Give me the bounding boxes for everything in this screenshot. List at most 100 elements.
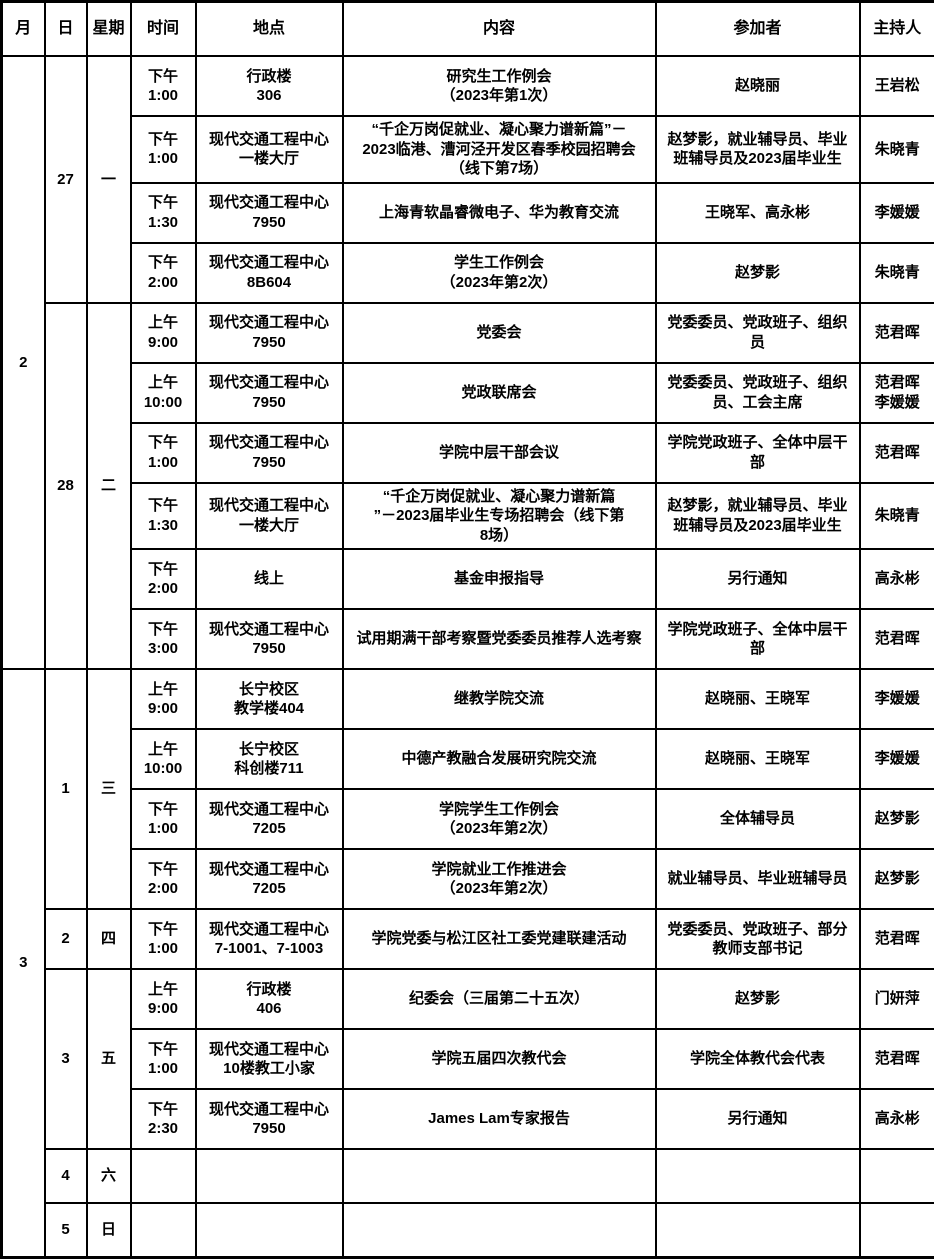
- host-cell: 赵梦影: [860, 849, 934, 909]
- table-row: 下午 2:30 现代交通工程中心 7950 James Lam专家报告 另行通知…: [2, 1089, 934, 1149]
- table-row: 4 六: [2, 1149, 934, 1203]
- table-row: 下午 1:00 现代交通工程中心 7205 学院学生工作例会 （2023年第2次…: [2, 789, 934, 849]
- day-cell: 4: [45, 1149, 87, 1203]
- location-cell: 现代交通工程中心 一楼大厅: [196, 116, 343, 183]
- host-cell: 范君晖: [860, 303, 934, 363]
- time-cell: [131, 1149, 196, 1203]
- day-cell: 3: [45, 969, 87, 1149]
- participants-cell: [656, 1203, 860, 1258]
- content-cell: 学生工作例会 （2023年第2次）: [343, 243, 656, 303]
- participants-cell: 就业辅导员、毕业班辅导员: [656, 849, 860, 909]
- table-row: 下午 2:00 现代交通工程中心 8B604 学生工作例会 （2023年第2次）…: [2, 243, 934, 303]
- header-cell-month: 月: [2, 2, 45, 57]
- weekday-cell: 三: [87, 669, 131, 909]
- time-cell: 下午 1:00: [131, 423, 196, 483]
- content-cell: 继教学院交流: [343, 669, 656, 729]
- participants-cell: 赵梦影: [656, 969, 860, 1029]
- header-cell-weekday: 星期: [87, 2, 131, 57]
- host-cell: 李媛媛: [860, 729, 934, 789]
- weekday-cell: 一: [87, 56, 131, 303]
- content-cell: 党政联席会: [343, 363, 656, 423]
- header-row: 月 日 星期 时间 地点 内容 参加者 主持人: [2, 2, 934, 57]
- table-row: 下午 1:30 现代交通工程中心 一楼大厅 “千企万岗促就业、凝心聚力谱新篇 ”…: [2, 483, 934, 550]
- participants-cell: 赵晓丽、王晓军: [656, 669, 860, 729]
- participants-cell: 党委委员、党政班子、组织 员、工会主席: [656, 363, 860, 423]
- time-cell: 上午 9:00: [131, 303, 196, 363]
- content-cell: “千企万岗促就业、凝心聚力谱新篇 ”－2023届毕业生专场招聘会（线下第 8场）: [343, 483, 656, 550]
- table-row: 2 四 下午 1:00 现代交通工程中心 7-1001、7-1003 学院党委与…: [2, 909, 934, 969]
- time-cell: 下午 1:30: [131, 183, 196, 243]
- time-cell: [131, 1203, 196, 1258]
- location-cell: 现代交通工程中心 10楼教工小家: [196, 1029, 343, 1089]
- location-cell: 行政楼 406: [196, 969, 343, 1029]
- location-cell: 行政楼 306: [196, 56, 343, 116]
- table-row: 下午 2:00 现代交通工程中心 7205 学院就业工作推进会 （2023年第2…: [2, 849, 934, 909]
- location-cell: 长宁校区 教学楼404: [196, 669, 343, 729]
- participants-cell: 学院党政班子、全体中层干 部: [656, 609, 860, 669]
- location-cell: 现代交通工程中心 7-1001、7-1003: [196, 909, 343, 969]
- host-cell: 朱晓青: [860, 243, 934, 303]
- participants-cell: 党委委员、党政班子、部分 教师支部书记: [656, 909, 860, 969]
- location-cell: 线上: [196, 549, 343, 609]
- time-cell: 下午 3:00: [131, 609, 196, 669]
- host-cell: 李媛媛: [860, 669, 934, 729]
- host-cell: [860, 1149, 934, 1203]
- weekday-cell: 二: [87, 303, 131, 670]
- participants-cell: 赵梦影，就业辅导员、毕业 班辅导员及2023届毕业生: [656, 483, 860, 550]
- content-cell: James Lam专家报告: [343, 1089, 656, 1149]
- host-cell: 范君晖: [860, 1029, 934, 1089]
- day-cell: 1: [45, 669, 87, 909]
- month-cell: 2: [2, 56, 45, 669]
- content-cell: 中德产教融合发展研究院交流: [343, 729, 656, 789]
- participants-cell: 党委委员、党政班子、组织 员: [656, 303, 860, 363]
- header-cell-location: 地点: [196, 2, 343, 57]
- participants-cell: [656, 1149, 860, 1203]
- time-cell: 下午 1:00: [131, 1029, 196, 1089]
- weekday-cell: 五: [87, 969, 131, 1149]
- time-cell: 下午 1:00: [131, 116, 196, 183]
- location-cell: 现代交通工程中心 7950: [196, 423, 343, 483]
- header-cell-participants: 参加者: [656, 2, 860, 57]
- host-cell: 门妍萍: [860, 969, 934, 1029]
- table-row: 上午 10:00 长宁校区 科创楼711 中德产教融合发展研究院交流 赵晓丽、王…: [2, 729, 934, 789]
- content-cell: [343, 1149, 656, 1203]
- time-cell: 下午 1:30: [131, 483, 196, 550]
- time-cell: 下午 2:00: [131, 243, 196, 303]
- content-cell: 学院学生工作例会 （2023年第2次）: [343, 789, 656, 849]
- content-cell: 学院党委与松江区社工委党建联建活动: [343, 909, 656, 969]
- table-row: 3 1 三 上午 9:00 长宁校区 教学楼404 继教学院交流 赵晓丽、王晓军…: [2, 669, 934, 729]
- participants-cell: 学院党政班子、全体中层干 部: [656, 423, 860, 483]
- table-row: 下午 1:00 现代交通工程中心 7950 学院中层干部会议 学院党政班子、全体…: [2, 423, 934, 483]
- table-row: 上午 10:00 现代交通工程中心 7950 党政联席会 党委委员、党政班子、组…: [2, 363, 934, 423]
- host-cell: 范君晖: [860, 423, 934, 483]
- participants-cell: 赵晓丽: [656, 56, 860, 116]
- location-cell: 长宁校区 科创楼711: [196, 729, 343, 789]
- time-cell: 下午 1:00: [131, 56, 196, 116]
- participants-cell: 赵梦影，就业辅导员、毕业 班辅导员及2023届毕业生: [656, 116, 860, 183]
- content-cell: 学院中层干部会议: [343, 423, 656, 483]
- host-cell: 赵梦影: [860, 789, 934, 849]
- day-cell: 27: [45, 56, 87, 303]
- location-cell: [196, 1149, 343, 1203]
- weekday-cell: 六: [87, 1149, 131, 1203]
- time-cell: 上午 10:00: [131, 363, 196, 423]
- host-cell: 高永彬: [860, 1089, 934, 1149]
- time-cell: 下午 1:00: [131, 909, 196, 969]
- participants-cell: 另行通知: [656, 1089, 860, 1149]
- day-cell: 28: [45, 303, 87, 670]
- location-cell: 现代交通工程中心 8B604: [196, 243, 343, 303]
- table-row: 下午 3:00 现代交通工程中心 7950 试用期满干部考察暨党委委员推荐人选考…: [2, 609, 934, 669]
- header-cell-content: 内容: [343, 2, 656, 57]
- table-row: 下午 1:30 现代交通工程中心 7950 上海青软晶睿微电子、华为教育交流 王…: [2, 183, 934, 243]
- participants-cell: 王晓军、高永彬: [656, 183, 860, 243]
- time-cell: 下午 1:00: [131, 789, 196, 849]
- time-cell: 下午 2:00: [131, 849, 196, 909]
- host-cell: 高永彬: [860, 549, 934, 609]
- participants-cell: 全体辅导员: [656, 789, 860, 849]
- weekday-cell: 日: [87, 1203, 131, 1258]
- time-cell: 上午 9:00: [131, 969, 196, 1029]
- table-row: 2 27 一 下午 1:00 行政楼 306 研究生工作例会 （2023年第1次…: [2, 56, 934, 116]
- content-cell: 试用期满干部考察暨党委委员推荐人选考察: [343, 609, 656, 669]
- table-row: 5 日: [2, 1203, 934, 1258]
- location-cell: 现代交通工程中心 7950: [196, 363, 343, 423]
